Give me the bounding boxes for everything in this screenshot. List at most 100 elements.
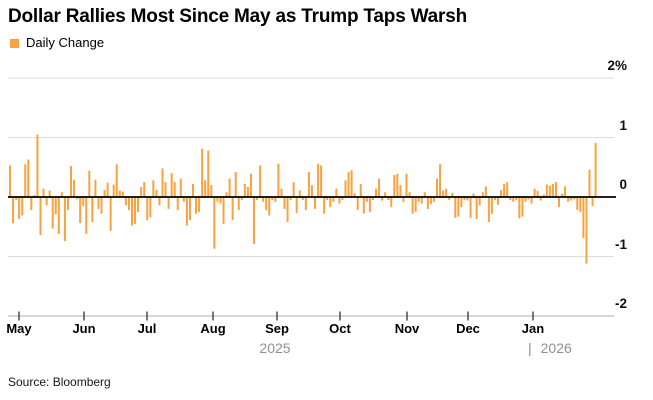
daily-change-bar (271, 197, 274, 200)
daily-change-bar (12, 197, 15, 224)
daily-change-bar (408, 192, 411, 197)
daily-change-bar (66, 197, 69, 211)
daily-change-bar (70, 166, 72, 197)
daily-change-bar (140, 186, 143, 197)
month-label: Aug (200, 321, 226, 336)
daily-change-bar (451, 192, 454, 197)
daily-change-bar (323, 197, 326, 214)
daily-change-bar (429, 197, 432, 205)
daily-change-bar (42, 188, 45, 197)
daily-change-bar (454, 197, 457, 218)
daily-change-bar (381, 197, 384, 201)
daily-change-bar (420, 197, 423, 204)
daily-change-bar (320, 165, 323, 197)
daily-change-bar (448, 197, 451, 200)
daily-change-bar (579, 197, 582, 212)
daily-change-bar (423, 192, 426, 197)
daily-change-bar (188, 197, 191, 221)
daily-change-bar (280, 188, 283, 197)
daily-change-bar (240, 197, 243, 200)
year-label-2025: 2025 (259, 340, 291, 356)
daily-change-bar (518, 197, 521, 219)
daily-change-bar (21, 197, 24, 216)
daily-change-bar (481, 192, 484, 197)
daily-change-bar (18, 197, 21, 220)
daily-change-bar (15, 197, 18, 200)
y-axis-label: -2 (614, 296, 627, 311)
daily-change-bar (350, 170, 353, 197)
daily-change-bar (414, 197, 417, 212)
daily-change-bar (216, 197, 219, 202)
month-label: Nov (394, 321, 420, 336)
daily-change-bar (158, 197, 161, 206)
daily-change-bar (155, 189, 158, 197)
daily-change-bar (497, 197, 499, 205)
daily-change-bar (164, 182, 167, 197)
daily-change-bar (396, 173, 399, 197)
year-divider: | (528, 340, 532, 356)
daily-change-bar (432, 197, 435, 202)
month-label: Oct (329, 321, 351, 336)
daily-change-bar (286, 197, 289, 222)
month-label: Sep (265, 321, 289, 336)
daily-change-bar (27, 159, 30, 197)
daily-change-bar (338, 197, 341, 204)
source-label: Source: Bloomberg (8, 375, 111, 389)
daily-change-bar (88, 170, 91, 197)
daily-change-bar (545, 184, 548, 197)
month-label: Jun (72, 321, 96, 336)
daily-change-bar (143, 182, 146, 197)
daily-change-bar (51, 197, 54, 229)
daily-change-bar (262, 197, 265, 202)
daily-change-bar (246, 186, 249, 197)
daily-change-bar (131, 197, 133, 226)
daily-change-bar (182, 197, 185, 202)
daily-change-bar (57, 197, 60, 234)
daily-change-bar (82, 197, 85, 206)
daily-change-bar (283, 197, 286, 209)
daily-change-bar (344, 180, 347, 197)
daily-change-bar (39, 197, 42, 236)
daily-change-bar (112, 184, 115, 197)
month-label: Dec (456, 321, 480, 336)
daily-change-bar (118, 190, 121, 197)
daily-change-bar (509, 197, 512, 200)
daily-change-bar (487, 197, 490, 222)
legend: Daily Change (10, 36, 104, 50)
daily-change-bar (551, 183, 554, 197)
daily-change-bar (295, 197, 298, 214)
daily-change-bar (222, 197, 225, 224)
daily-change-bar (127, 197, 130, 211)
daily-change-bar (149, 197, 152, 218)
daily-change-bar (121, 191, 124, 197)
daily-change-bar (259, 165, 262, 197)
daily-change-bar (478, 197, 481, 206)
daily-change-bar (466, 197, 469, 201)
daily-change-bar (201, 148, 204, 197)
daily-change-bar (570, 197, 573, 201)
daily-change-bar (289, 197, 292, 200)
daily-change-bar (304, 197, 307, 211)
daily-change-bar (167, 197, 170, 209)
y-axis-label: 0 (619, 177, 627, 192)
daily-change-bar (106, 182, 109, 197)
daily-change-bar (472, 193, 475, 197)
daily-change-bar (558, 197, 560, 208)
daily-change-bar (292, 182, 295, 197)
daily-change-bar (198, 197, 201, 212)
daily-change-bar (530, 197, 533, 204)
daily-change-bar (460, 197, 463, 208)
daily-change-bar (301, 197, 304, 200)
daily-change-bar (576, 197, 579, 211)
daily-change-bar (332, 197, 335, 202)
daily-change-bar (475, 197, 478, 220)
daily-change-bar (591, 197, 594, 206)
daily-change-bar (234, 172, 237, 197)
daily-change-bar (588, 169, 591, 197)
daily-change-bar (484, 186, 487, 197)
daily-change-bar (274, 197, 277, 202)
daily-change-bar (503, 183, 506, 197)
daily-change-bar (356, 197, 359, 211)
